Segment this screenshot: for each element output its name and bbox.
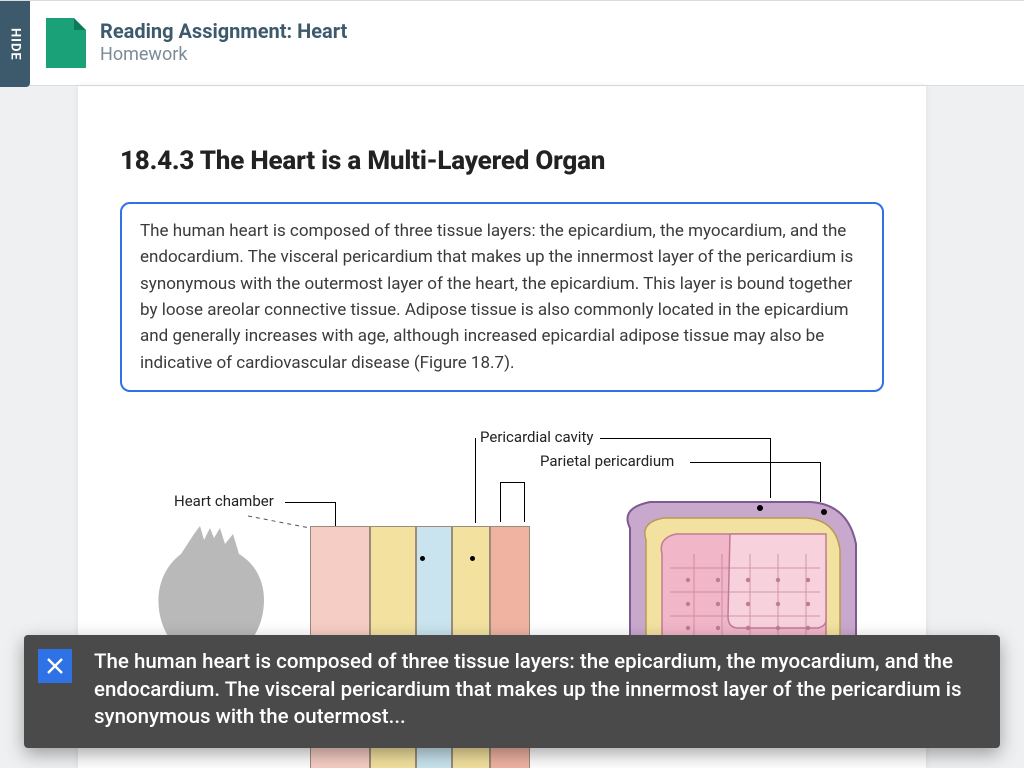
close-overlay-button[interactable] — [38, 649, 72, 683]
leader-line — [475, 438, 476, 523]
assignment-title: Reading Assignment: Heart — [100, 19, 347, 43]
assignment-header: HIDE Reading Assignment: Heart Homework — [0, 0, 1024, 86]
label-pericardial-cavity: Pericardial cavity — [480, 428, 593, 446]
leader-line — [500, 482, 501, 522]
reader-overlay: The human heart is composed of three tis… — [24, 635, 1000, 748]
highlighted-paragraph[interactable]: The human heart is composed of three tis… — [120, 202, 884, 392]
leader-line — [600, 438, 770, 439]
label-parietal-pericardium: Parietal pericardium — [540, 452, 674, 470]
header-text: Reading Assignment: Heart Homework — [100, 19, 347, 66]
close-icon — [46, 657, 64, 675]
section-heading: 18.4.3 The Heart is a Multi-Layered Orga… — [120, 146, 884, 176]
leader-line — [690, 462, 820, 463]
leader-line — [285, 502, 335, 503]
leader-line — [524, 482, 525, 522]
paragraph-text: The human heart is composed of three tis… — [140, 221, 853, 373]
overlay-text: The human heart is composed of three tis… — [94, 650, 962, 729]
leader-line — [500, 482, 525, 483]
assignment-subtitle: Homework — [100, 43, 347, 66]
document-icon — [46, 18, 86, 68]
hide-tab-label: HIDE — [8, 28, 23, 61]
hide-tab-button[interactable]: HIDE — [0, 1, 30, 87]
